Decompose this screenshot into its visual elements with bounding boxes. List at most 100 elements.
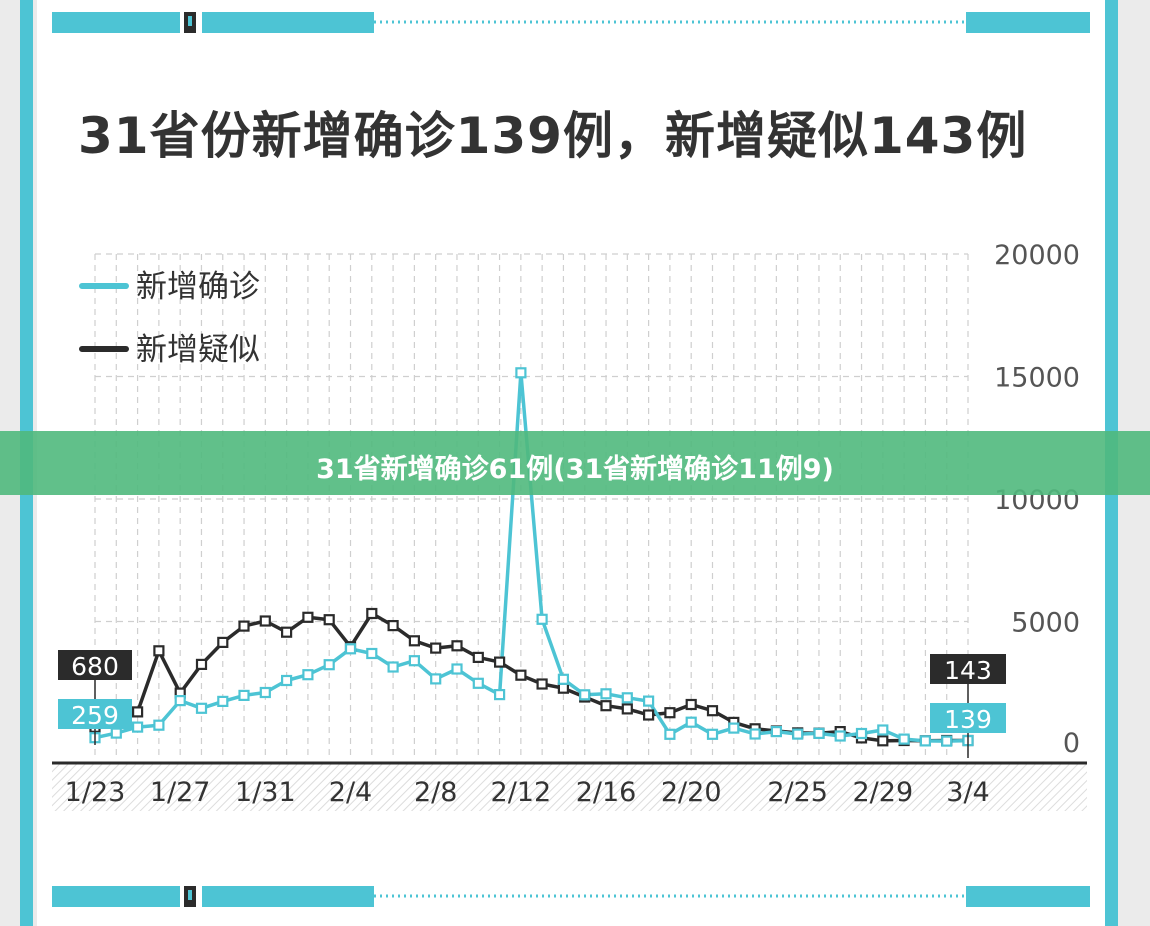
data-point-confirmed — [536, 613, 548, 625]
x-tick-label: 2/4 — [329, 777, 372, 808]
x-tick-label: 2/16 — [576, 777, 637, 808]
data-point-suspected — [153, 645, 165, 657]
x-tick-label: 2/20 — [661, 777, 722, 808]
x-tick-label: 2/8 — [414, 777, 457, 808]
x-tick-label: 1/31 — [235, 777, 296, 808]
data-point-confirmed — [877, 724, 889, 736]
x-tick-label: 2/12 — [491, 777, 552, 808]
data-point-confirmed — [685, 716, 697, 728]
data-point-confirmed — [621, 692, 633, 704]
data-point-suspected — [877, 735, 889, 747]
start-callouts: 680 259 — [58, 650, 132, 745]
bottom-decoration — [52, 886, 1090, 907]
data-point-confirmed — [600, 688, 612, 700]
start-label-suspected: 680 — [71, 652, 119, 681]
data-point-suspected — [238, 620, 250, 632]
data-point-suspected — [132, 706, 144, 718]
data-point-suspected — [494, 656, 506, 668]
data-point-confirmed — [451, 663, 463, 675]
data-point-confirmed — [195, 702, 208, 714]
legend: 新增确诊 新增疑似 — [79, 269, 260, 368]
y-tick-label: 15000 — [994, 363, 1080, 394]
end-label-suspected: 143 — [944, 656, 992, 685]
overlay-banner: 31省新增确诊61例(31省新增确诊11例9) — [0, 431, 1150, 495]
end-label-confirmed: 139 — [944, 705, 992, 734]
data-point-suspected — [302, 611, 314, 623]
data-point-confirmed — [323, 659, 335, 671]
top-decoration — [52, 12, 1090, 33]
data-point-confirmed — [770, 725, 783, 738]
end-label-suspected-box — [930, 654, 1006, 684]
data-point-confirmed — [792, 728, 804, 740]
x-tick-label: 2/29 — [853, 777, 914, 808]
data-point-confirmed — [408, 655, 420, 667]
x-tick-label: 1/23 — [65, 777, 126, 808]
x-axis-ticks: 1/23 1/27 1/31 2/4 2/8 2/12 2/16 2/20 2/25 2/29 3/… — [65, 777, 990, 808]
data-point-suspected — [259, 615, 271, 627]
data-point-confirmed — [387, 661, 399, 673]
data-point-suspected — [430, 642, 442, 654]
data-point-suspected — [217, 636, 229, 649]
end-callouts: 143 139 — [930, 654, 1006, 758]
data-point-confirmed — [728, 722, 740, 734]
data-point-confirmed — [238, 689, 250, 702]
data-point-suspected — [664, 707, 676, 719]
data-point-confirmed — [281, 674, 293, 687]
data-point-suspected — [281, 626, 293, 638]
x-tick-label: 3/4 — [946, 777, 989, 808]
data-point-confirmed — [153, 719, 165, 731]
x-axis-band — [52, 763, 1087, 811]
data-point-confirmed — [813, 727, 825, 740]
banner-text: 31省新增确诊61例(31省新增确诊11例9) — [316, 454, 834, 485]
data-point-confirmed — [557, 673, 570, 685]
data-point-confirmed — [579, 689, 591, 701]
start-label-suspected-box — [58, 650, 132, 680]
legend-label-suspected: 新增疑似 — [136, 332, 260, 368]
data-point-suspected — [600, 700, 612, 712]
data-point-confirmed — [132, 721, 144, 733]
data-point-confirmed — [898, 733, 910, 745]
data-point-confirmed — [344, 643, 357, 655]
data-point-confirmed — [174, 694, 186, 707]
data-point-confirmed — [217, 695, 229, 708]
data-point-confirmed — [366, 647, 378, 660]
data-point-confirmed — [515, 367, 527, 379]
y-tick-label: 20000 — [994, 240, 1080, 271]
x-tick-label: 1/27 — [150, 777, 211, 808]
data-point-confirmed — [706, 728, 719, 740]
data-point-confirmed — [919, 735, 932, 747]
y-tick-label: 5000 — [1011, 608, 1080, 639]
start-label-confirmed-box — [58, 699, 132, 729]
start-label-confirmed: 259 — [71, 701, 119, 730]
data-point-confirmed — [664, 728, 676, 740]
data-point-confirmed — [855, 727, 868, 740]
legend-label-confirmed: 新增确诊 — [136, 269, 260, 305]
end-label-confirmed-box — [930, 703, 1006, 733]
data-point-suspected — [408, 635, 420, 647]
data-point-suspected — [366, 607, 378, 620]
y-tick-label: 0 — [1063, 728, 1080, 759]
series — [89, 367, 974, 747]
data-point-confirmed — [834, 730, 846, 742]
data-point-confirmed — [302, 669, 314, 681]
data-point-suspected — [621, 703, 633, 715]
data-point-suspected — [515, 669, 527, 681]
data-point-confirmed — [941, 735, 953, 747]
data-point-confirmed — [430, 673, 442, 685]
data-point-suspected — [195, 658, 208, 671]
chart-title: 31省份新增确诊139例，新增疑似143例 — [78, 107, 1028, 165]
data-point-suspected — [685, 698, 697, 711]
data-point-suspected — [387, 619, 399, 632]
data-point-confirmed — [749, 728, 761, 740]
data-point-suspected — [451, 640, 463, 652]
data-point-confirmed — [642, 695, 655, 707]
x-tick-label: 2/25 — [767, 777, 828, 808]
data-point-suspected — [706, 705, 719, 717]
data-point-suspected — [557, 682, 570, 694]
data-point-confirmed — [259, 686, 271, 699]
data-point-suspected — [472, 651, 484, 664]
data-point-suspected — [536, 678, 548, 690]
data-point-suspected — [323, 614, 335, 626]
data-point-suspected — [642, 709, 655, 721]
